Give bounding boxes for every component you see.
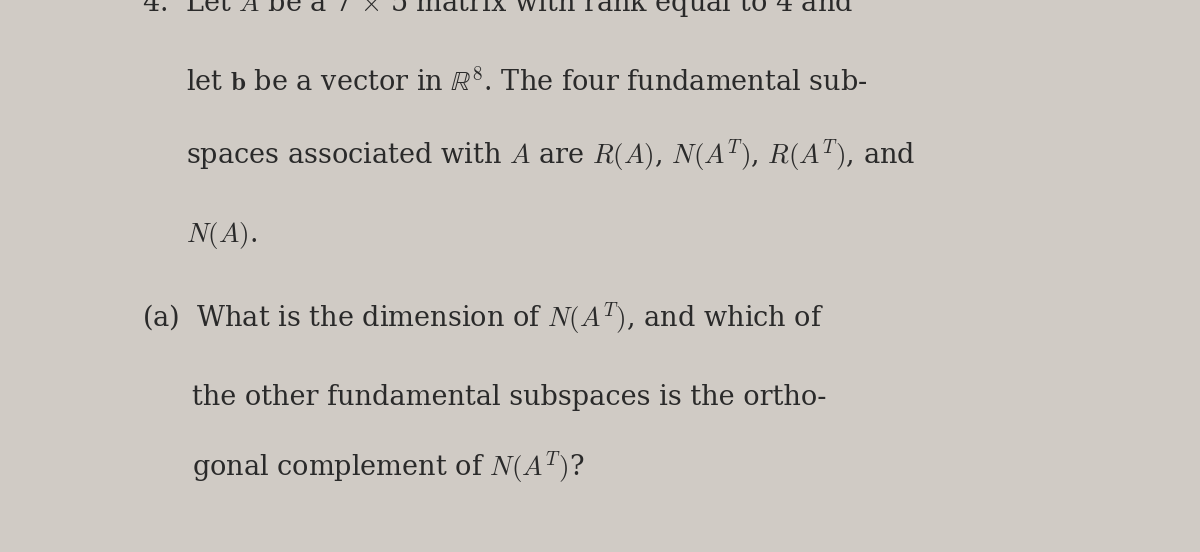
Text: 4.  Let $A$ be a 7 $\times$ 5 matrix with rank equal to 4 and: 4. Let $A$ be a 7 $\times$ 5 matrix with…: [142, 0, 853, 19]
Text: let $\mathbf{b}$ be a vector in $\mathbb{R}^{8}$. The four fundamental sub-: let $\mathbf{b}$ be a vector in $\mathbb…: [186, 67, 868, 97]
Text: the other fundamental subspaces is the ortho-: the other fundamental subspaces is the o…: [192, 384, 827, 411]
Text: (a)  What is the dimension of $N(A^T)$, and which of: (a) What is the dimension of $N(A^T)$, a…: [142, 301, 823, 337]
Text: spaces associated with $A$ are $R(A)$, $N(A^T)$, $R(A^T)$, and: spaces associated with $A$ are $R(A)$, $…: [186, 138, 916, 174]
Text: gonal complement of $N(A^T)$?: gonal complement of $N(A^T)$?: [192, 450, 584, 486]
Text: $N(A)$.: $N(A)$.: [186, 220, 257, 251]
